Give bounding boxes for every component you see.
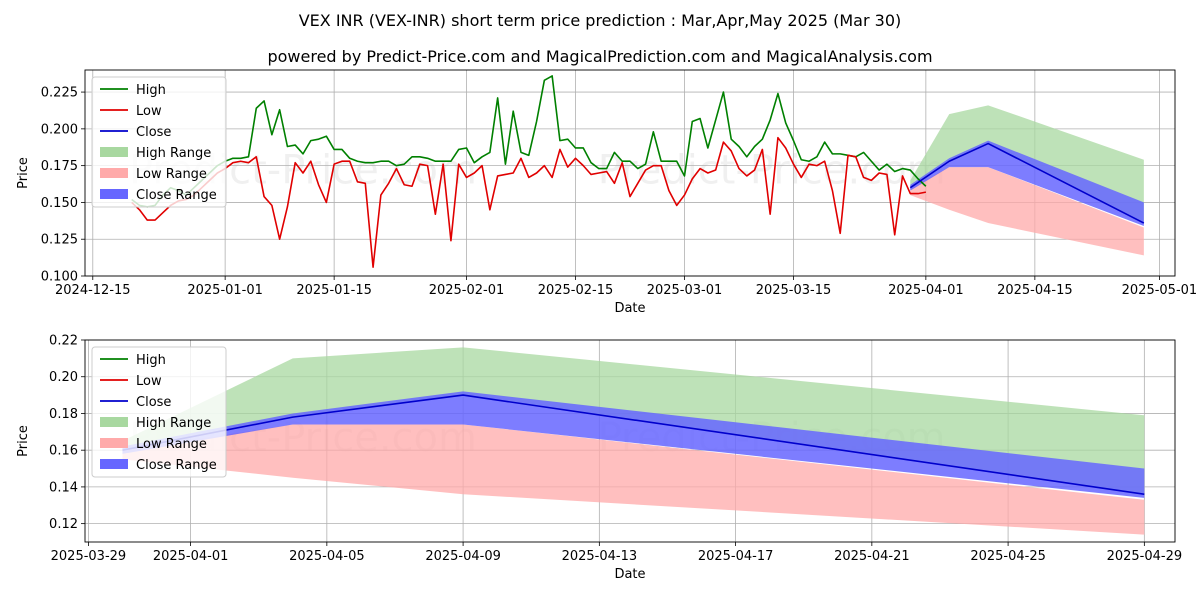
close-forecast-line — [909, 142, 1145, 224]
x-tick-label: 2025-04-25 — [970, 549, 1046, 564]
plot-frame — [84, 69, 1176, 277]
chart-subtitle: powered by Predict-Price.com and Magical… — [267, 47, 932, 66]
x-axis-label: Date — [614, 301, 645, 316]
legend-label: Low Range — [136, 167, 207, 182]
x-tick-label: 2025-03-15 — [756, 283, 832, 298]
y-tick-label: 0.225 — [41, 86, 78, 101]
x-tick-label: 2025-03-29 — [51, 549, 127, 564]
low-range-band — [910, 167, 1144, 256]
legend-label: High Range — [136, 416, 211, 431]
y-tick-label: 0.16 — [49, 444, 78, 459]
y-axis-label: Price — [16, 157, 31, 189]
high-price-line — [131, 75, 927, 208]
chart-title: VEX INR (VEX-INR) short term price predi… — [299, 11, 902, 30]
legend-patch-swatch — [100, 417, 128, 427]
forecast-chart-panel: Predict-Price.comPredict-Price.com2025-0… — [16, 334, 1182, 583]
x-tick-label: 2025-01-01 — [187, 283, 263, 298]
plot-frame — [84, 339, 1176, 543]
y-tick-label: 0.14 — [49, 480, 78, 495]
legend-patch-swatch — [100, 459, 128, 469]
y-tick-label: 0.200 — [41, 122, 78, 137]
x-tick-label: 2025-04-13 — [562, 549, 638, 564]
high-range-band — [910, 105, 1144, 224]
x-tick-label: 2025-04-09 — [425, 549, 501, 564]
x-tick-label: 2025-04-01 — [888, 283, 964, 298]
legend-patch-swatch — [100, 189, 128, 199]
plot-area — [122, 347, 1145, 535]
high-range-band — [122, 347, 1145, 495]
x-tick-label: 2025-03-01 — [647, 283, 723, 298]
x-tick-label: 2025-05-01 — [1122, 283, 1198, 298]
x-axis-label: Date — [614, 567, 645, 582]
legend-label: High — [136, 353, 166, 368]
legend-patch-swatch — [100, 438, 128, 448]
legend-label: Close Range — [136, 458, 217, 473]
y-tick-label: 0.20 — [49, 370, 78, 385]
x-tick-label: 2025-04-01 — [153, 549, 229, 564]
legend-label: Low Range — [136, 437, 207, 452]
close-range-band — [122, 391, 1145, 498]
y-tick-label: 0.125 — [41, 233, 78, 248]
close-range-band — [910, 140, 1144, 226]
low-price-line — [131, 136, 927, 268]
x-tick-label: 2025-02-15 — [538, 283, 614, 298]
y-tick-label: 0.175 — [41, 159, 78, 174]
legend-label: Low — [136, 374, 162, 389]
legend-label: Close Range — [136, 188, 217, 203]
legend-label: Close — [136, 395, 171, 410]
legend-label: High — [136, 83, 166, 98]
y-tick-label: 0.100 — [41, 270, 78, 285]
x-tick-label: 2025-04-21 — [834, 549, 910, 564]
legend-label: High Range — [136, 146, 211, 161]
y-tick-label: 0.18 — [49, 407, 78, 422]
low-range-band — [122, 424, 1145, 535]
legend-label: Close — [136, 125, 171, 140]
x-tick-label: 2025-04-17 — [698, 549, 774, 564]
x-tick-label: 2024-12-15 — [55, 283, 131, 298]
x-tick-label: 2025-04-15 — [997, 283, 1073, 298]
y-tick-label: 0.150 — [41, 196, 78, 211]
legend-patch-swatch — [100, 168, 128, 178]
x-tick-label: 2025-04-29 — [1107, 549, 1183, 564]
y-axis-label: Price — [16, 425, 31, 457]
x-tick-label: 2025-01-15 — [296, 283, 372, 298]
y-tick-label: 0.12 — [49, 517, 78, 532]
history-chart-panel: Predict-Price.com Predict-Price.com 2024-1… — [16, 69, 1198, 316]
x-tick-label: 2025-04-05 — [289, 549, 365, 564]
legend-patch-swatch — [100, 147, 128, 157]
plot-area — [131, 75, 1145, 268]
legend-label: Low — [136, 104, 162, 119]
y-tick-label: 0.22 — [49, 334, 78, 349]
x-tick-label: 2025-02-01 — [429, 283, 505, 298]
